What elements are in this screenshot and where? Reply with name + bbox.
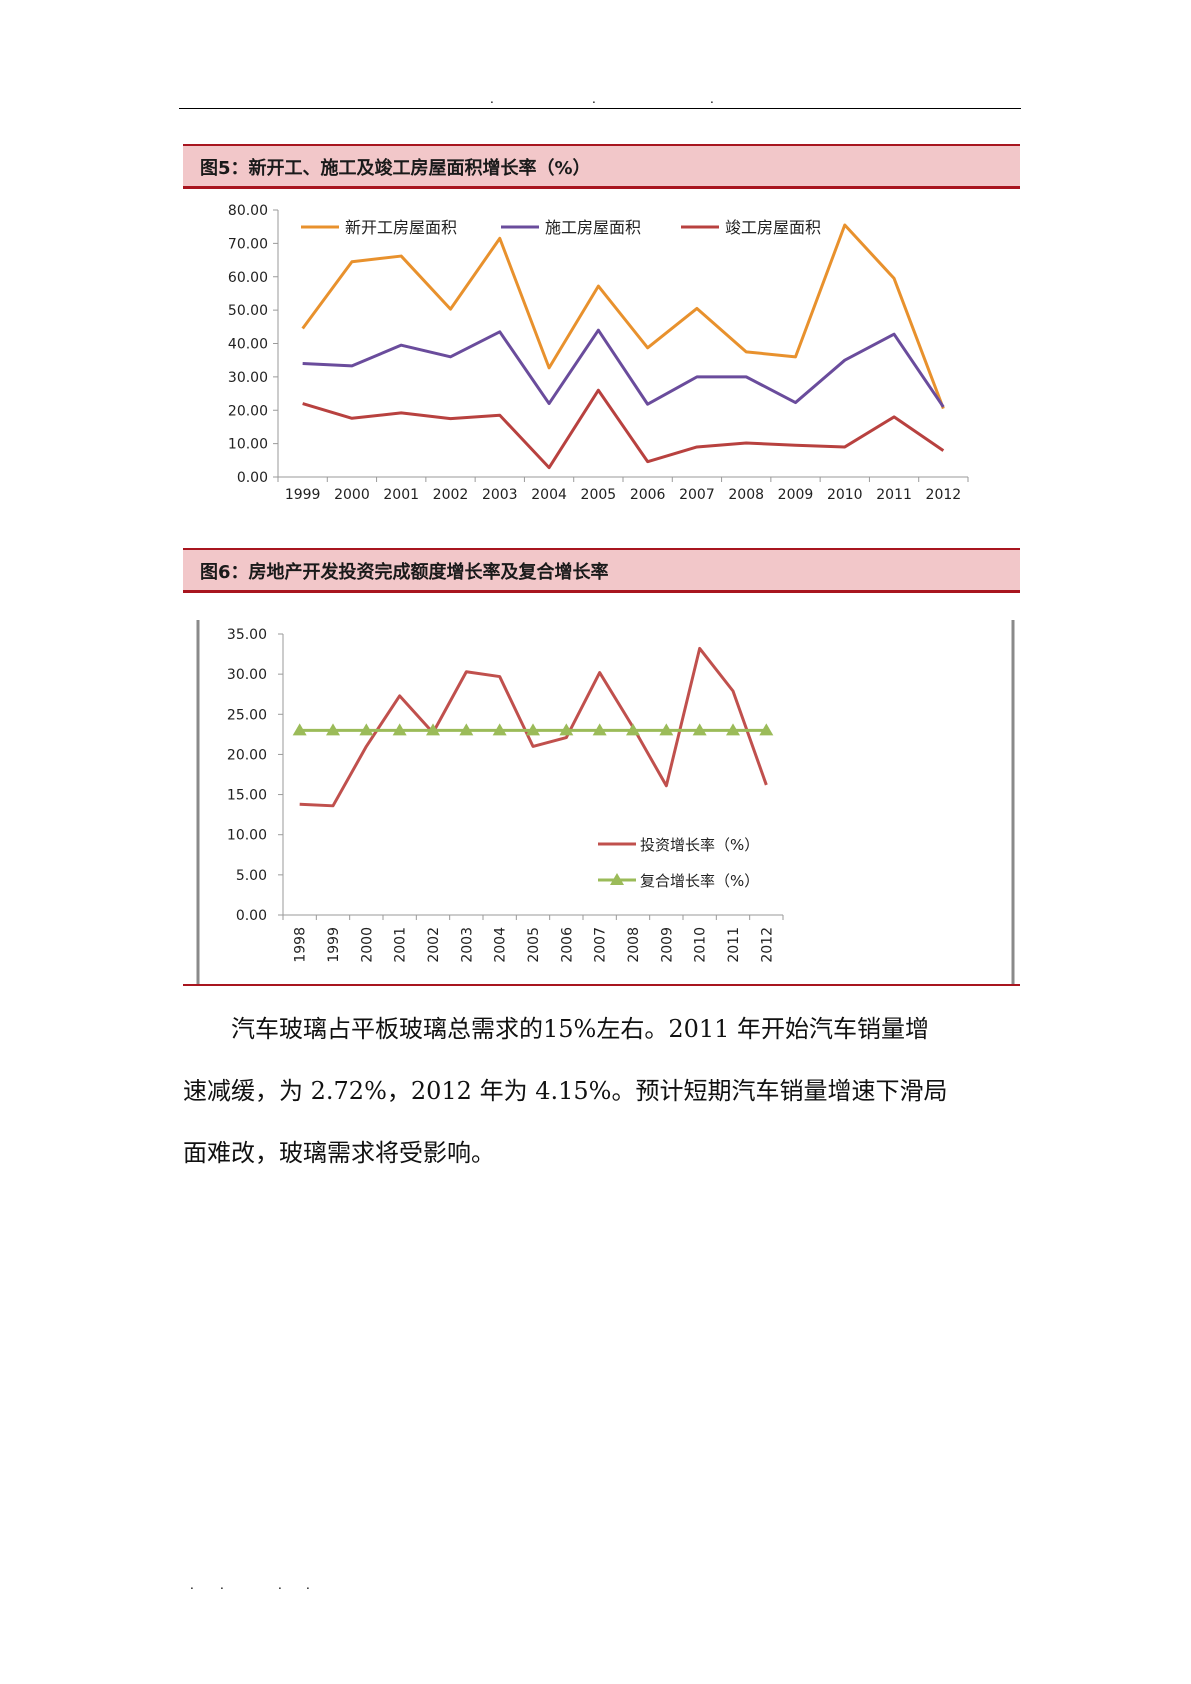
fig6-x-tick-label: 2008 bbox=[626, 927, 642, 963]
fig6-y-tick-label: 25.00 bbox=[227, 707, 267, 723]
fig6-legend-label: 复合增长率（%） bbox=[640, 872, 759, 890]
body-paragraph: 汽车玻璃占平板玻璃总需求的15%左右。2011 年开始汽车销量增 速减缓，为 2… bbox=[183, 998, 1025, 1184]
fig5-title-bar: 图5：新开工、施工及竣工房屋面积增长率（%） bbox=[183, 146, 1020, 189]
fig6-legend-marker bbox=[610, 873, 624, 885]
fig5-series-line-2 bbox=[302, 388, 945, 470]
fig6-x-tick-label: 1998 bbox=[293, 927, 309, 963]
fig5-y-tick-label: 30.00 bbox=[228, 370, 268, 386]
fig6-marker-triangle bbox=[459, 723, 474, 736]
fig5-x-tick-label: 2008 bbox=[728, 487, 764, 503]
fig5-chart: 0.00 10.00 20.00 30.00 40.00 50.00 60.00 70.00 8… bbox=[183, 190, 1020, 520]
fig6-marker-triangle bbox=[492, 723, 507, 736]
fig6-title: 图6：房地产开发投资完成额度增长率及复合增长率 bbox=[200, 562, 609, 583]
paragraph-line: 面难改，玻璃需求将受影响。 bbox=[183, 1139, 495, 1167]
fig6-marker-triangle bbox=[326, 723, 340, 736]
footer-dots: . . . . bbox=[190, 1578, 350, 1594]
fig6-bottom-rule bbox=[183, 984, 1020, 986]
fig5-x-tick-label: 2000 bbox=[334, 487, 370, 503]
fig5-y-tick-label: 60.00 bbox=[228, 270, 268, 286]
fig6-marker-triangle bbox=[559, 723, 574, 736]
fig6-marker-triangle bbox=[659, 723, 674, 736]
footer-dot: . bbox=[306, 1578, 310, 1592]
fig6-x-tick-label: 2001 bbox=[393, 927, 409, 963]
fig6-x-tick-label: 2007 bbox=[593, 927, 609, 963]
fig5-x-tick-label: 2001 bbox=[383, 487, 419, 503]
fig5-y-tick-label: 40.00 bbox=[228, 337, 268, 353]
fig6-marker-triangle bbox=[759, 723, 774, 736]
fig6-x-tick-label: 2002 bbox=[426, 927, 442, 963]
fig6-marker-triangle bbox=[692, 723, 707, 736]
footer-dot: . bbox=[278, 1578, 282, 1592]
fig5-x-tick-label: 2003 bbox=[482, 487, 518, 503]
fig5-legend-label: 新开工房屋面积 bbox=[345, 218, 457, 237]
fig5-x-tick-label: 2007 bbox=[679, 487, 715, 503]
fig5-x-tick-label: 2011 bbox=[876, 487, 912, 503]
fig6-y-tick-label: 10.00 bbox=[227, 828, 267, 844]
fig5-y-tick-label: 0.00 bbox=[237, 470, 268, 486]
fig6-y-tick-label: 30.00 bbox=[227, 667, 267, 683]
fig6-y-tick-label: 20.00 bbox=[227, 747, 267, 763]
header-dots: . . . bbox=[490, 92, 730, 106]
fig6-marker-triangle bbox=[359, 723, 374, 736]
fig6-chart-svg: 0.00 5.00 10.00 15.00 20.00 25.00 30.00 35.00 19… bbox=[196, 620, 1015, 984]
fig6-marker-triangle bbox=[626, 723, 640, 736]
footer-dot: . bbox=[220, 1578, 224, 1592]
fig6-marker-triangle bbox=[292, 723, 307, 736]
fig6-x-tick-label: 2003 bbox=[459, 927, 475, 963]
fig5-y-tick-label: 70.00 bbox=[228, 236, 268, 252]
fig5-title: 图5：新开工、施工及竣工房屋面积增长率（%） bbox=[200, 158, 591, 179]
fig5-x-tick-label: 2010 bbox=[827, 487, 863, 503]
fig6-x-tick-label: 2012 bbox=[759, 927, 775, 963]
header-dot: . bbox=[710, 92, 714, 106]
fig6-x-tick-label: 2009 bbox=[659, 927, 675, 963]
fig6-y-tick-label: 35.00 bbox=[227, 627, 267, 643]
fig6-marker-triangle bbox=[726, 723, 740, 736]
fig6-y-tick-label: 5.00 bbox=[236, 868, 267, 884]
fig6-top-rule bbox=[183, 548, 1020, 550]
fig5-x-tick-label: 2002 bbox=[433, 487, 469, 503]
fig5-series-line-0 bbox=[301, 223, 945, 410]
fig5-x-tick-label: 1999 bbox=[285, 487, 321, 503]
header-rule bbox=[179, 108, 1021, 109]
fig5-chart-svg: 0.00 10.00 20.00 30.00 40.00 50.00 60.00 70.00 8… bbox=[228, 203, 969, 503]
fig5-y-tick-label: 50.00 bbox=[228, 303, 268, 319]
fig6-marker-triangle bbox=[526, 723, 540, 736]
fig6-title-bar: 图6：房地产开发投资完成额度增长率及复合增长率 bbox=[183, 550, 1020, 593]
fig5-top-rule bbox=[183, 144, 1020, 146]
fig6-marker-triangle bbox=[426, 723, 440, 736]
fig6-x-tick-label: 2004 bbox=[493, 927, 509, 963]
fig6-chart: 0.00 5.00 10.00 15.00 20.00 25.00 30.00 35.00 19… bbox=[183, 612, 1020, 984]
fig5-y-tick-label: 10.00 bbox=[228, 437, 268, 453]
fig6-y-tick-label: 15.00 bbox=[227, 788, 267, 804]
fig5-legend-label: 施工房屋面积 bbox=[545, 218, 641, 237]
fig5-y-tick-label: 80.00 bbox=[228, 203, 268, 219]
fig6-x-tick-label: 1999 bbox=[326, 927, 342, 963]
footer-dot: . bbox=[190, 1578, 194, 1592]
paragraph-line: 速减缓，为 2.72%，2012 年为 4.15%。预计短期汽车销量增速下滑局 bbox=[183, 1077, 948, 1105]
fig5-series-line-1 bbox=[302, 328, 945, 408]
fig6-x-tick-label: 2011 bbox=[726, 927, 742, 963]
header-dot: . bbox=[592, 92, 596, 106]
fig6-marker-triangle bbox=[392, 723, 407, 736]
fig5-x-tick-label: 2004 bbox=[531, 487, 567, 503]
fig5-y-tick-label: 20.00 bbox=[228, 403, 268, 419]
fig6-legend-label: 投资增长率（%） bbox=[640, 836, 759, 854]
fig6-x-tick-label: 2000 bbox=[359, 927, 375, 963]
fig5-x-tick-label: 2006 bbox=[630, 487, 666, 503]
fig5-x-tick-label: 2009 bbox=[778, 487, 814, 503]
paragraph-line: 汽车玻璃占平板玻璃总需求的15%左右。2011 年开始汽车销量增 bbox=[231, 1015, 930, 1043]
fig5-x-tick-label: 2005 bbox=[581, 487, 617, 503]
fig5-x-tick-label: 2012 bbox=[926, 487, 962, 503]
fig6-marker-triangle bbox=[592, 723, 607, 736]
fig5-legend-label: 竣工房屋面积 bbox=[725, 218, 821, 237]
fig6-x-tick-label: 2006 bbox=[559, 927, 575, 963]
header-dot: . bbox=[490, 92, 494, 106]
fig6-y-tick-label: 0.00 bbox=[236, 908, 267, 924]
fig6-x-tick-label: 2010 bbox=[693, 927, 709, 963]
fig6-x-tick-label: 2005 bbox=[526, 927, 542, 963]
